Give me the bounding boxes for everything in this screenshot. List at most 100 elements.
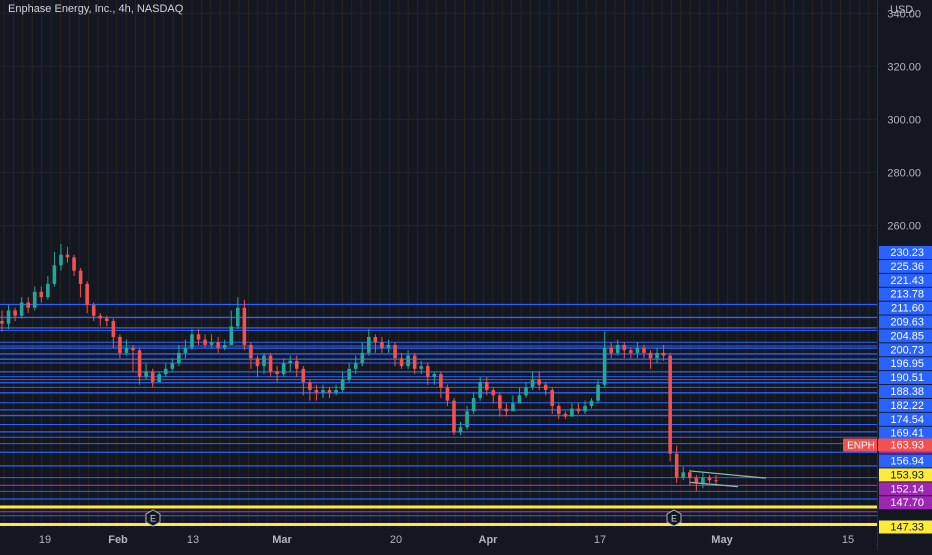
candle-body[interactable] <box>118 336 122 353</box>
candle-body[interactable] <box>543 384 548 391</box>
candle-body[interactable] <box>498 395 502 409</box>
candle-body[interactable] <box>308 382 312 391</box>
candle-body[interactable] <box>556 405 561 414</box>
candle-body[interactable] <box>301 368 306 383</box>
candle-body[interactable] <box>530 379 535 388</box>
candle-body[interactable] <box>432 374 437 377</box>
candle-body[interactable] <box>222 344 227 348</box>
candle-body[interactable] <box>674 453 679 478</box>
candle-body[interactable] <box>39 291 44 298</box>
candle-body[interactable] <box>111 321 116 337</box>
candle-body[interactable] <box>340 379 345 391</box>
candle-body[interactable] <box>177 352 181 364</box>
candle-body[interactable] <box>465 411 469 428</box>
candle-body[interactable] <box>105 318 109 322</box>
candle-body[interactable] <box>380 342 384 348</box>
candle-body[interactable] <box>294 360 299 369</box>
candle-body[interactable] <box>59 254 63 266</box>
candle-body[interactable] <box>183 347 188 353</box>
candle-body[interactable] <box>72 257 76 271</box>
candle-body[interactable] <box>629 350 633 353</box>
candle-body[interactable] <box>524 387 528 396</box>
candle-body[interactable] <box>203 339 207 345</box>
candle-body[interactable] <box>478 382 482 398</box>
candle-body[interactable] <box>216 342 220 348</box>
candle-body[interactable] <box>262 355 266 367</box>
candle-body[interactable] <box>268 355 273 372</box>
candle-body[interactable] <box>406 355 410 367</box>
candle-body[interactable] <box>157 374 162 383</box>
candle-body[interactable] <box>209 342 214 345</box>
candle-body[interactable] <box>491 390 496 396</box>
candle-body[interactable] <box>65 254 70 258</box>
candle-body[interactable] <box>615 344 620 353</box>
candle-body[interactable] <box>353 363 358 369</box>
candle-body[interactable] <box>570 408 574 417</box>
candle-body[interactable] <box>13 310 17 316</box>
candle-body[interactable] <box>190 334 194 348</box>
candle-body[interactable] <box>229 326 234 345</box>
candle-body[interactable] <box>91 305 96 316</box>
candle-body[interactable] <box>314 390 319 393</box>
candle-body[interactable] <box>334 390 338 393</box>
candle-body[interactable] <box>131 347 135 351</box>
trendline[interactable] <box>689 481 739 488</box>
candle-body[interactable] <box>445 387 450 401</box>
candle-body[interactable] <box>98 315 103 319</box>
candle-body[interactable] <box>687 472 692 478</box>
candle-body[interactable] <box>681 472 686 478</box>
candle-body[interactable] <box>511 403 515 412</box>
candle-body[interactable] <box>163 368 168 375</box>
candle-body[interactable] <box>583 405 587 412</box>
candle-body[interactable] <box>367 336 371 353</box>
candle-body[interactable] <box>242 307 247 345</box>
candle-body[interactable] <box>655 352 659 359</box>
candle-body[interactable] <box>0 321 4 324</box>
candle-body[interactable] <box>321 390 325 393</box>
candle-body[interactable] <box>327 390 332 393</box>
candle-body[interactable] <box>425 366 430 377</box>
candle-body[interactable] <box>52 265 57 284</box>
candle-body[interactable] <box>124 347 129 353</box>
candle-body[interactable] <box>347 368 351 380</box>
candle-body[interactable] <box>439 374 443 388</box>
candle-body[interactable] <box>668 355 672 454</box>
candle-body[interactable] <box>707 477 712 481</box>
candle-body[interactable] <box>622 344 627 351</box>
candle-body[interactable] <box>458 427 463 433</box>
earnings-event-icon[interactable] <box>666 509 682 527</box>
candle-body[interactable] <box>504 408 509 412</box>
candle-body[interactable] <box>170 363 175 369</box>
candle-body[interactable] <box>32 291 37 308</box>
candle-body[interactable] <box>484 382 489 391</box>
candle-body[interactable] <box>281 363 286 375</box>
candle-body[interactable] <box>360 352 365 364</box>
candle-body[interactable] <box>196 334 201 340</box>
earnings-event-icon[interactable] <box>145 509 161 527</box>
candle-body[interactable] <box>537 379 541 385</box>
candle-body[interactable] <box>701 477 705 483</box>
candle-body[interactable] <box>288 360 293 364</box>
candle-body[interactable] <box>517 395 522 404</box>
candle-body[interactable] <box>596 384 600 401</box>
candle-body[interactable] <box>412 355 417 369</box>
candle-body[interactable] <box>137 350 142 377</box>
candle-body[interactable] <box>694 477 699 483</box>
candle-body[interactable] <box>563 413 568 417</box>
candle-body[interactable] <box>249 344 253 359</box>
candle-body[interactable] <box>576 408 581 412</box>
candle-body[interactable] <box>46 283 50 298</box>
candle-body[interactable] <box>19 302 24 316</box>
candle-body[interactable] <box>78 270 83 284</box>
candle-body[interactable] <box>275 371 279 375</box>
trendline[interactable] <box>689 470 767 479</box>
candle-body[interactable] <box>471 397 476 412</box>
candle-body[interactable] <box>602 347 607 385</box>
candle-body[interactable] <box>635 347 640 353</box>
candle-body[interactable] <box>452 400 456 433</box>
candle-body[interactable] <box>399 358 404 367</box>
candle-body[interactable] <box>648 352 653 359</box>
candle-body[interactable] <box>661 352 666 356</box>
candle-body[interactable] <box>255 358 260 367</box>
